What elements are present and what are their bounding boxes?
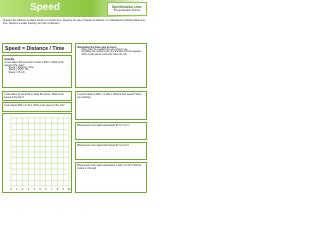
example-question: A man takes 100 seconds to travel 1,500 …: [4, 60, 64, 67]
question: A car travels 600 m in 30 s. What is the…: [4, 104, 65, 107]
x-label: 1: [16, 188, 18, 191]
x-label: 4: [34, 188, 36, 191]
example-step: Speed = Distance / Time: [9, 67, 70, 70]
question: A train takes 10 seconds to travel 80 me…: [4, 93, 64, 99]
question: What speed of an object that travels 90 …: [77, 144, 129, 147]
x-label: 10: [68, 188, 71, 191]
remember-step: Work out the answer and write down the u…: [82, 54, 145, 57]
x-label: 2: [22, 188, 24, 191]
x-label: 8: [57, 188, 59, 191]
grid: 0 1 2 3 4 5 6 7 8 9 10: [10, 117, 71, 191]
graph-box: 0 1 2 3 4 5 6 7 8 9 10: [2, 113, 72, 193]
question-box: A cyclist travels 2,000 m in 400 s. What…: [75, 91, 147, 120]
question-box: What speed of an object that travels 50 …: [75, 122, 147, 140]
x-label: 0: [10, 188, 12, 191]
example-step: Speed = 15 m/s: [9, 72, 70, 75]
remember-box: Remember the three step process: Write d…: [75, 43, 147, 88]
remember-step: Substitute the numbers from the question…: [82, 51, 145, 54]
remember-heading: Remember the three step process:: [77, 45, 117, 49]
equation: Speed = Distance / Time: [5, 45, 65, 52]
example-step: Speed = 1500 / 100: [9, 69, 70, 72]
question-box: What speed of an object that travels 1,2…: [75, 162, 147, 193]
question: What speed of an object that travels 50 …: [77, 124, 129, 127]
question-box: A car travels 600 m in 30 s. What is the…: [2, 102, 72, 112]
example-box: Example A man takes 100 seconds to trave…: [2, 55, 72, 88]
x-label: 5: [39, 188, 41, 191]
example-heading: Example: [4, 57, 15, 61]
x-label: 9: [63, 188, 65, 191]
remember-steps: Write down the equation you are going to…: [78, 49, 145, 58]
intro: Speed is the distance an object travels …: [3, 19, 146, 25]
spec-value: Physics Equation Practice: [113, 10, 141, 12]
x-label: 7: [51, 188, 53, 191]
question-box: What speed of an object that travels 90 …: [75, 142, 147, 160]
x-label: 6: [45, 188, 47, 191]
example-steps: Speed = Distance / Time Speed = 1500 / 1…: [5, 67, 70, 76]
equation-box: Speed = Distance / Time: [2, 43, 72, 53]
spec-box: Specification Link: Physics Equation Pra…: [107, 2, 147, 16]
question-box: A train takes 10 seconds to travel 80 me…: [2, 91, 72, 101]
question: A cyclist travels 2,000 m in 400 s. What…: [77, 93, 142, 99]
spec-label: Specification Link:: [111, 5, 143, 9]
x-label: 3: [28, 188, 30, 191]
question: What speed of an object that travels 1,2…: [77, 164, 142, 170]
page: Speed Specification Link: Physics Equati…: [0, 0, 149, 198]
remember-step: Write down the equation you are going to…: [82, 49, 145, 52]
title: Speed: [30, 2, 61, 13]
